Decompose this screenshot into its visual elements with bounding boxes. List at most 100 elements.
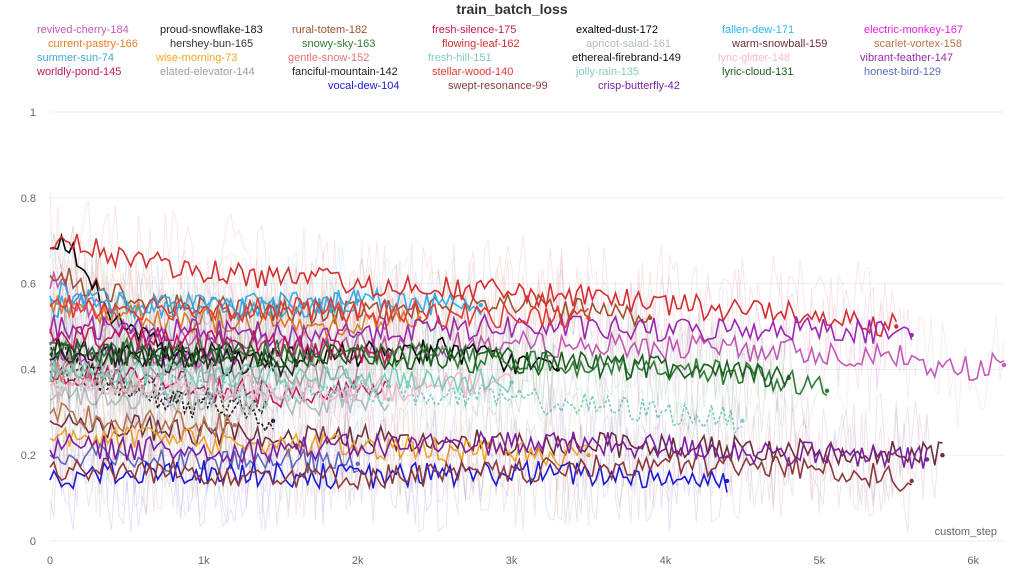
legend-item-lyric-cloud-131[interactable]: lyric-cloud-131	[722, 66, 794, 78]
series-line-scarlet-vortex-158	[49, 401, 235, 439]
y-tick-label: 0.6	[21, 279, 36, 291]
series-end-point-stellar-wood-140	[586, 315, 591, 321]
legend-item-vibrant-feather-147[interactable]: vibrant-feather-147	[860, 52, 953, 64]
series-line-snowy-sky-163	[49, 335, 828, 397]
legend-item-elated-elevator-144[interactable]: elated-elevator-144	[160, 66, 255, 78]
legend-item-jolly-rain-135[interactable]: jolly-rain-135	[576, 66, 639, 78]
legend-item-proud-snowflake-183[interactable]: proud-snowflake-183	[160, 24, 263, 36]
series-end-point-jolly-rain-135	[509, 380, 514, 385]
series-raw-fresh-hill-151	[49, 320, 743, 466]
series-line-revived-cherry-184	[49, 270, 1005, 381]
series-end-point-flowing-leaf-162	[894, 324, 899, 329]
series-raw-fanciful-mountain-142	[49, 301, 297, 415]
series-end-point-lyric-cloud-131	[786, 375, 791, 381]
x-tick-label: 4k	[660, 555, 672, 567]
legend-item-vocal-dew-104[interactable]: vocal-dew-104	[328, 80, 400, 92]
series-end-point-snowy-sky-163	[824, 388, 830, 394]
series-raw-flowing-leaf-162	[49, 191, 897, 370]
series-raw-gentle-snow-152	[49, 313, 143, 445]
series-line-swept-resonance-99	[49, 451, 913, 493]
y-tick-label: 0	[30, 536, 36, 548]
series-end-point-crisp-butterfly-42	[924, 457, 930, 462]
series-line-stellar-wood-140	[49, 295, 590, 329]
series-end-point-warm-snowball-159	[940, 453, 945, 458]
y-tick-label: 0.2	[21, 450, 36, 462]
series-raw-warm-snowball-159	[49, 363, 943, 507]
legend-item-current-pastry-166[interactable]: current-pastry-166	[48, 38, 138, 50]
series-end-point-wise-morning-73	[586, 453, 591, 458]
legend-item-worldly-pond-145[interactable]: worldly-pond-145	[37, 66, 122, 78]
series-raw-revived-cherry-184	[49, 237, 1005, 429]
series-raw-vocal-dew-104	[49, 415, 728, 533]
legend-item-summer-sun-74[interactable]: summer-sun-74	[37, 52, 115, 64]
x-tick-label: 1k	[198, 555, 210, 567]
series-raw-swept-resonance-99	[49, 405, 913, 533]
legend-item-gentle-snow-152[interactable]: gentle-snow-152	[288, 52, 370, 64]
series-line-worldly-pond-145	[49, 325, 390, 368]
series-raw-lyric-glitter-148	[49, 328, 512, 448]
series-end-point-rural-totem-182	[647, 315, 653, 321]
legend-item-crisp-butterfly-42[interactable]: crisp-butterfly-42	[598, 80, 680, 92]
series-raw-current-pastry-166	[49, 249, 420, 377]
series-line-apricot-salad-161	[49, 384, 390, 417]
legend-item-warm-snowball-159[interactable]: warm-snowball-159	[732, 38, 828, 50]
series-end-point-honest-bird-129	[355, 461, 360, 466]
series-end-point-summer-sun-74	[355, 298, 360, 303]
series-raw-lyric-cloud-131	[49, 293, 790, 433]
series-raw-elated-elevator-144	[49, 304, 359, 434]
series-raw-fresh-silence-175	[49, 323, 389, 452]
series-raw-scarlet-vortex-158	[49, 354, 236, 479]
series-end-point-fresh-hill-151	[740, 418, 745, 424]
series-end-point-vibrant-feather-147	[909, 332, 914, 338]
series-line-flowing-leaf-162	[49, 233, 898, 338]
legend-item-swept-resonance-99[interactable]: swept-resonance-99	[448, 80, 548, 92]
series-line-vibrant-feather-147	[49, 312, 913, 349]
series-line-jolly-rain-135	[49, 356, 513, 395]
legend-item-exalted-dust-172[interactable]: exalted-dust-172	[576, 24, 658, 36]
legend-item-fanciful-mountain-142[interactable]: fanciful-mountain-142	[292, 66, 398, 78]
series-end-point-revived-cherry-184	[1001, 362, 1007, 368]
x-tick-label: 3k	[506, 555, 518, 567]
y-tick-label: 0.8	[21, 193, 36, 205]
series-raw-worldly-pond-145	[49, 280, 389, 410]
legend-item-snowy-sky-163[interactable]: snowy-sky-163	[302, 38, 376, 50]
legend-item-fresh-hill-151[interactable]: fresh-hill-151	[428, 52, 492, 64]
chart-title: train_batch_loss	[456, 1, 568, 17]
series-raw-vibrant-feather-147	[49, 267, 913, 391]
series-end-point-worldly-pond-145	[386, 354, 391, 359]
series-end-point-swept-resonance-99	[909, 478, 914, 484]
x-tick-label: 6k	[967, 555, 979, 567]
legend-item-ethereal-firebrand-149[interactable]: ethereal-firebrand-149	[572, 52, 681, 64]
series-line-lyric-cloud-131	[49, 337, 790, 389]
series-raw-stellar-wood-140	[49, 246, 589, 375]
legend-item-apricot-salad-161[interactable]: apricot-salad-161	[586, 38, 671, 50]
series-line-crisp-butterfly-42	[49, 429, 928, 470]
legend-item-wise-morning-73[interactable]: wise-morning-73	[156, 52, 238, 64]
x-tick-label: 0	[47, 555, 53, 567]
legend-item-stellar-wood-140[interactable]: stellar-wood-140	[432, 66, 514, 78]
x-tick-label: 5k	[814, 555, 826, 567]
legend-item-revived-cherry-184[interactable]: revived-cherry-184	[37, 24, 129, 36]
series-end-point-scarlet-vortex-158	[232, 422, 237, 428]
series-end-point-proud-snowflake-183	[270, 418, 276, 424]
series-end-point-fallen-dew-171	[478, 302, 484, 308]
legend-item-flowing-leaf-162[interactable]: flowing-leaf-162	[442, 38, 520, 50]
legend-item-fresh-silence-175[interactable]: fresh-silence-175	[432, 24, 517, 36]
legend-item-scarlet-vortex-158[interactable]: scarlet-vortex-158	[874, 38, 963, 50]
series-raw-crisp-butterfly-42	[49, 386, 928, 515]
legend-item-hershey-bun-165[interactable]: hershey-bun-165	[170, 38, 254, 50]
y-tick-label: 1	[30, 107, 36, 119]
legend-item-fallen-dew-171[interactable]: fallen-dew-171	[722, 24, 795, 36]
x-tick-label: 2k	[352, 555, 364, 567]
legend-item-rural-totem-182[interactable]: rural-totem-182	[292, 24, 368, 36]
legend-item-electric-monkey-167[interactable]: electric-monkey-167	[864, 24, 964, 36]
legend-item-lyric-glitter-148[interactable]: lyric-glitter-148	[718, 52, 791, 64]
legend-item-honest-bird-129[interactable]: honest-bird-129	[864, 66, 942, 78]
y-tick-label: 0.4	[21, 364, 36, 376]
series-line-hershey-bun-165	[49, 358, 267, 416]
series-end-point-vocal-dew-104	[724, 478, 730, 484]
series-raw-apricot-salad-161	[49, 331, 389, 461]
x-axis-label: custom_step	[935, 526, 997, 538]
